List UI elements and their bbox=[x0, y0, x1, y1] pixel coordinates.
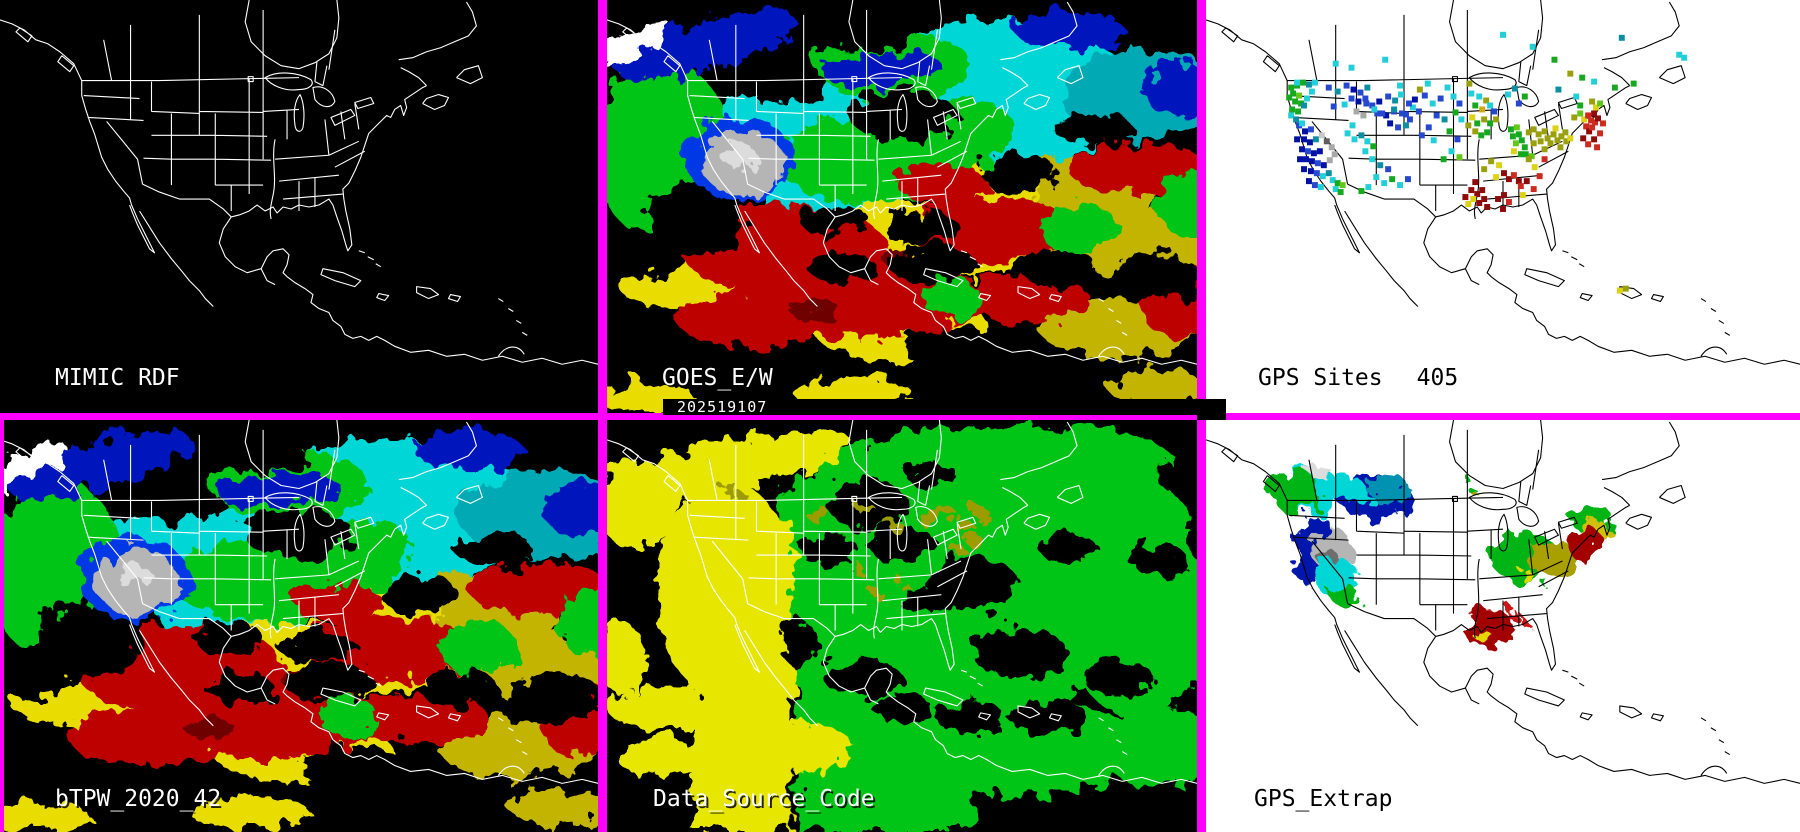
panel-mimic-rdf: MIMIC RDF bbox=[0, 0, 598, 413]
goes-ew-map bbox=[607, 0, 1197, 413]
timestamp: 202519107 bbox=[677, 398, 768, 416]
panel-gps-sites: GPS Sites 405 bbox=[1206, 0, 1800, 413]
panel-goes-ew: GOES_E/W bbox=[607, 0, 1197, 413]
left-edge-divider-sliver bbox=[0, 420, 4, 832]
panel-label-data-source-code: Data_Source_Code bbox=[653, 786, 875, 812]
panel-label-gps-extrap: GPS_Extrap bbox=[1254, 786, 1393, 812]
gps-sites-map bbox=[1206, 0, 1800, 413]
timestamp-bar-stub bbox=[1197, 399, 1226, 420]
panel-gps-extrap: GPS_Extrap bbox=[1206, 420, 1800, 832]
panel-label-mimic-rdf: MIMIC RDF bbox=[55, 365, 180, 391]
btpw-map bbox=[0, 420, 598, 832]
timestamp-bar: 202519107 bbox=[663, 398, 1226, 416]
panel-btpw: bTPW_2020_42 bbox=[0, 420, 598, 832]
mimic-rdf-map bbox=[0, 0, 598, 413]
data-source-code-map bbox=[607, 420, 1197, 832]
panel-label-goes-ew: GOES_E/W bbox=[662, 365, 773, 391]
panel-data-source-code: Data_Source_Code bbox=[607, 420, 1197, 832]
gps-extrap-map bbox=[1206, 420, 1800, 832]
gps-sites-label-text: GPS Sites bbox=[1258, 365, 1383, 391]
horizontal-divider bbox=[0, 413, 1800, 420]
panel-label-gps-sites: GPS Sites 405 bbox=[1258, 365, 1458, 391]
gps-sites-count: 405 bbox=[1416, 365, 1459, 391]
panel-label-btpw: bTPW_2020_42 bbox=[55, 786, 222, 812]
